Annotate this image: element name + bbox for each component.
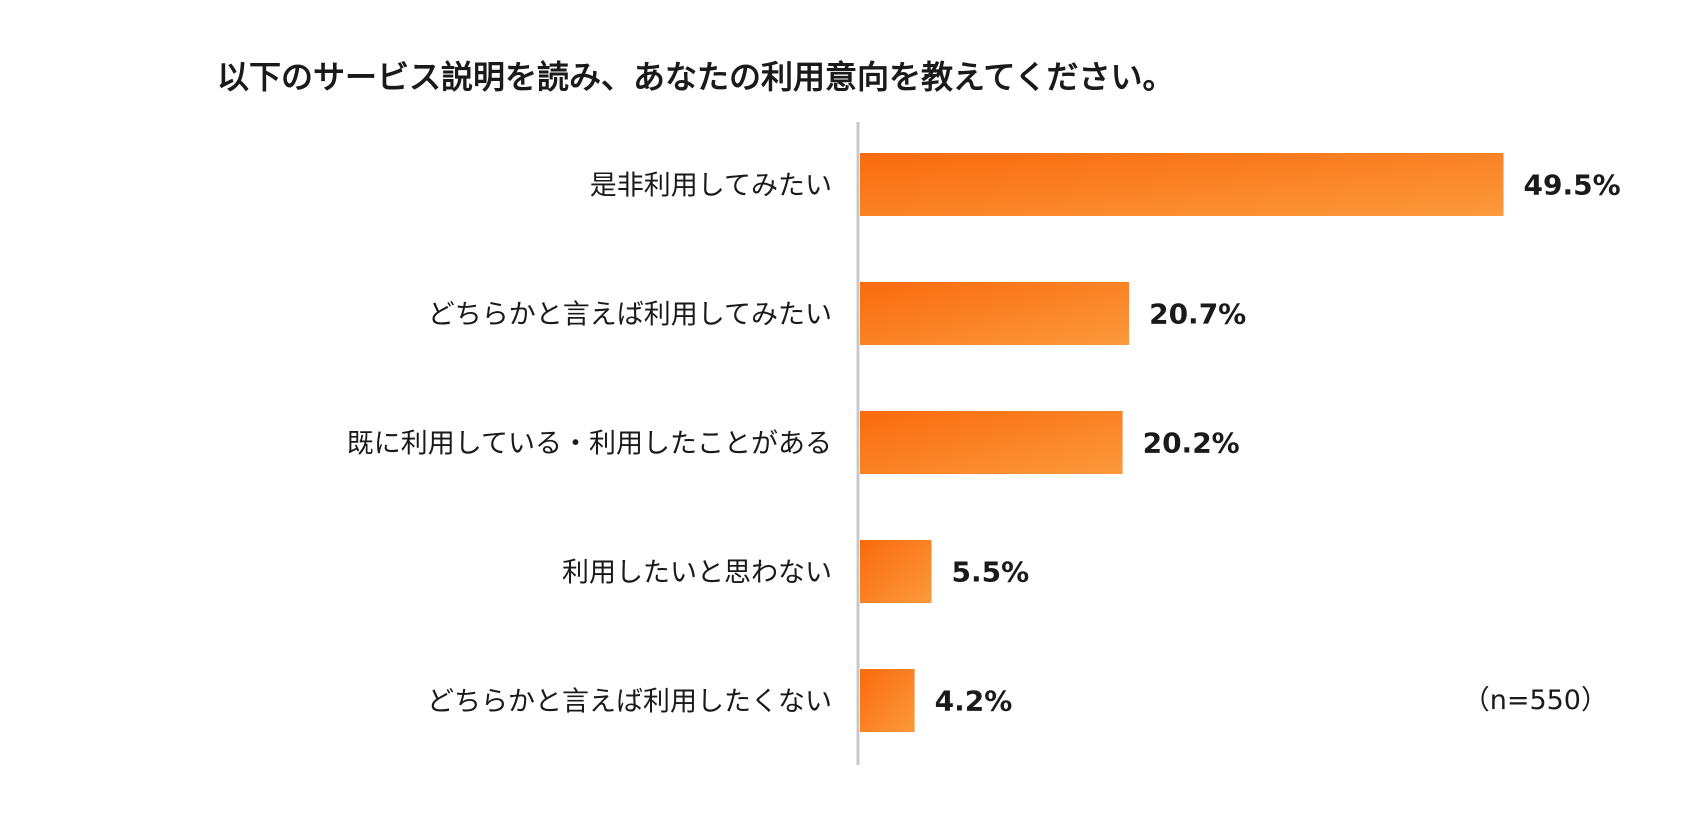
value-label-3: 20.2% bbox=[1143, 427, 1240, 460]
value-labels: 49.5% 20.7% 20.2% 5.5% 4.2% bbox=[935, 169, 1621, 718]
chart-title: 以下のサービス説明を読み、あなたの利用意向を教えてください。 bbox=[217, 58, 1174, 96]
category-label-4: 利用したいと思わない bbox=[562, 558, 832, 589]
value-label-5: 4.2% bbox=[935, 685, 1013, 718]
value-label-4: 5.5% bbox=[952, 556, 1030, 589]
category-label-1: 是非利用してみたい bbox=[590, 171, 832, 202]
value-label-1: 49.5% bbox=[1524, 169, 1621, 202]
bars-group bbox=[860, 153, 1504, 732]
sample-size-note: （n=550） bbox=[1463, 685, 1608, 716]
bar-1 bbox=[860, 153, 1504, 216]
category-labels: 是非利用してみたいどちらかと言えば利用してみたい既に利用している・利用したことが… bbox=[347, 171, 832, 718]
category-label-2: どちらかと言えば利用してみたい bbox=[428, 300, 832, 331]
bar-5 bbox=[860, 669, 915, 732]
category-label-3: 既に利用している・利用したことがある bbox=[347, 429, 832, 460]
value-label-2: 20.7% bbox=[1149, 298, 1246, 331]
bar-3 bbox=[860, 411, 1123, 474]
bar-2 bbox=[860, 282, 1130, 345]
category-label-5: どちらかと言えば利用したくない bbox=[427, 687, 832, 718]
bar-4 bbox=[860, 540, 932, 603]
